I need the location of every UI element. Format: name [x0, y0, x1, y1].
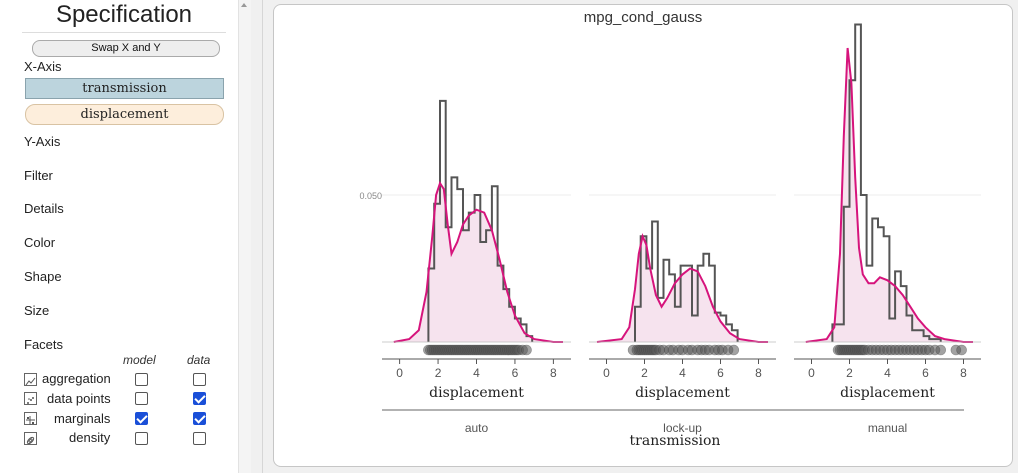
x-field-displacement[interactable]: displacement	[25, 104, 224, 125]
data-point	[935, 344, 947, 356]
data-points-label: data points	[47, 391, 111, 406]
density-area-manual	[805, 48, 973, 342]
x-tick-label: 6	[922, 366, 929, 380]
facet-label-lock-up: lock-up	[663, 421, 702, 435]
x-tick-label: 2	[435, 366, 442, 380]
x-tick-label: 2	[641, 366, 648, 380]
facets-drop-zone[interactable]: Facets	[24, 337, 64, 352]
density-label: density	[69, 430, 111, 445]
density-area-lock-up	[597, 236, 768, 342]
density-line-auto	[393, 180, 563, 343]
density-area-auto	[393, 183, 563, 342]
x-axis-title-manual: displacement	[840, 385, 935, 401]
facet-axis-title: transmission	[630, 433, 721, 449]
marginals-label: marginals	[54, 411, 111, 426]
y-tick-label: 0.050	[359, 191, 382, 201]
size-drop-zone[interactable]: Size	[24, 303, 50, 318]
x-axis-label: X-Axis	[24, 59, 62, 74]
x-tick-label: 0	[808, 366, 815, 380]
x-field-transmission[interactable]: transmission	[25, 78, 224, 99]
x-tick-label: 2	[846, 366, 853, 380]
panel-scrollbar[interactable]	[238, 0, 251, 473]
chart-title: mpg_cond_gauss	[584, 9, 702, 26]
marginals-model-checkbox[interactable]	[135, 412, 148, 425]
x-axis-title-lock-up: displacement	[635, 385, 730, 401]
x-tick-label: 0	[396, 366, 403, 380]
model-column-header: model	[123, 353, 156, 367]
x-tick-label: 8	[755, 366, 762, 380]
density-data-checkbox[interactable]	[193, 432, 206, 445]
x-tick-label: 0	[603, 366, 610, 380]
x-tick-label: 4	[679, 366, 686, 380]
facet-label-manual: manual	[868, 421, 907, 435]
x-tick-label: 6	[717, 366, 724, 380]
filter-drop-zone[interactable]: Filter	[24, 168, 53, 183]
density-line-manual	[805, 47, 973, 343]
x-tick-label: 6	[512, 366, 519, 380]
chart-card: mpg_cond_gauss transmission 0.050 0 2 4 6 8 di…	[273, 4, 1013, 467]
data-point	[956, 344, 967, 356]
histogram-manual	[831, 23, 942, 342]
y-axis-drop-zone[interactable]: Y-Axis	[24, 134, 61, 149]
x-tick-label: 4	[884, 366, 891, 380]
density-model-checkbox[interactable]	[135, 432, 148, 445]
density-icon	[24, 432, 37, 445]
panel-divider	[262, 0, 263, 473]
x-tick-label: 8	[550, 366, 557, 380]
data-points-data-checkbox[interactable]	[193, 392, 206, 405]
x-axis-title-auto: displacement	[429, 385, 524, 401]
facet-label-auto: auto	[465, 421, 489, 435]
aggregation-label: aggregation	[42, 371, 111, 386]
aggregation-data-checkbox[interactable]	[193, 373, 206, 386]
data-points-icon	[24, 392, 37, 405]
scroll-up-arrow-icon[interactable]	[241, 3, 247, 7]
data-point	[521, 344, 532, 356]
x-tick-label: 8	[960, 366, 967, 380]
data-column-header: data	[187, 353, 211, 367]
density-line-lock-up	[596, 232, 768, 343]
aggregation-icon	[24, 373, 37, 386]
panel-title: Specification	[22, 0, 226, 33]
x-tick-label: 4	[473, 366, 480, 380]
aggregation-model-checkbox[interactable]	[135, 373, 148, 386]
data-point	[728, 344, 740, 356]
specification-panel: Specification Swap X and Y X-Axis transm…	[0, 0, 238, 473]
histogram-lock-up	[634, 220, 739, 342]
shape-drop-zone[interactable]: Shape	[24, 269, 62, 284]
chart-svg: mpg_cond_gauss transmission 0.050 0 2 4 6 8 di…	[359, 9, 981, 449]
marginals-icon	[24, 412, 37, 425]
marginals-data-checkbox[interactable]	[193, 412, 206, 425]
swap-x-y-button[interactable]: Swap X and Y	[32, 40, 220, 57]
details-drop-zone[interactable]: Details	[24, 201, 64, 216]
data-points-model-checkbox[interactable]	[135, 392, 148, 405]
color-drop-zone[interactable]: Color	[24, 235, 56, 250]
